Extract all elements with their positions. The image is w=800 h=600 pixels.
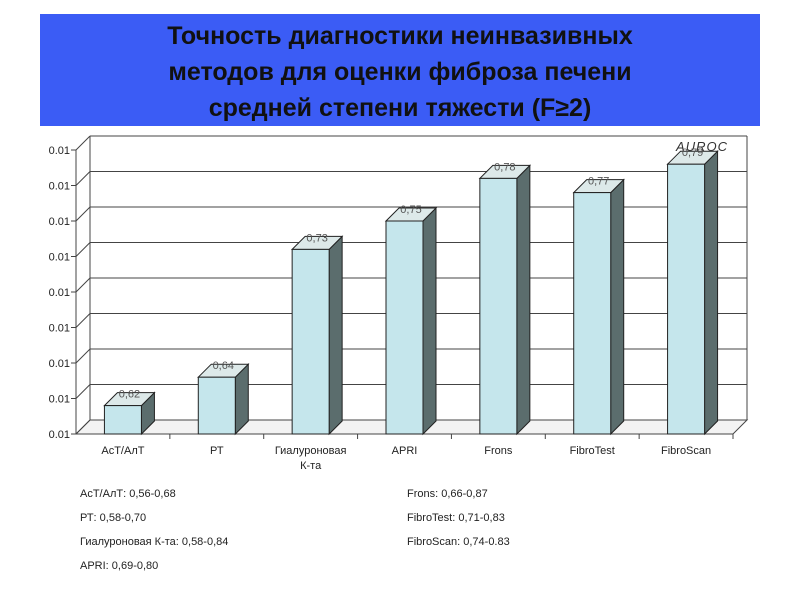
data-label: 0,64 [213, 360, 234, 372]
x-tick-label: FibroTest [570, 445, 615, 457]
bar-side [516, 164, 531, 436]
x-tick-label: АсТ/АлТ [101, 445, 144, 457]
slide-title: Точность диагностики неинвазивных методо… [167, 22, 633, 122]
bar-side [704, 149, 719, 436]
bar [667, 163, 706, 435]
range-item: FibroTest: 0,71-0,83 [407, 512, 505, 524]
bar-side [422, 206, 437, 436]
x-tick-label: Гиалуроновая [275, 445, 347, 457]
data-label: 0,79 [682, 147, 703, 159]
gridline-diagonal [75, 313, 91, 328]
gridline-diagonal [75, 277, 91, 293]
range-item: FibroScan: 0,74-0.83 [407, 536, 510, 548]
gridline-diagonal [75, 348, 91, 364]
data-label: 0,78 [494, 161, 515, 173]
data-label: 0,62 [119, 389, 140, 401]
range-item: Frons: 0,66-0,87 [407, 488, 488, 500]
data-label: 0,77 [588, 176, 609, 188]
y-tick-label: 0.01 [49, 358, 70, 370]
bar [385, 220, 424, 435]
y-tick-label: 0.01 [49, 429, 70, 441]
data-label: 0,73 [306, 232, 327, 244]
y-tick-label: 0.01 [49, 287, 70, 299]
ranges-left-column: АсТ/АлТ: 0,56-0,68 РТ: 0,58-0,70 Гиалуроно… [80, 487, 228, 583]
y-tick-label: 0.01 [49, 181, 70, 193]
x-tick-label: FibroScan [661, 445, 711, 457]
gridline-diagonal [75, 384, 91, 399]
data-label: 0,75 [400, 204, 421, 216]
gridline-diagonal [75, 171, 91, 186]
x-tick-label: К-та [300, 460, 322, 472]
bar [197, 376, 236, 435]
gridline-diagonal [75, 206, 91, 222]
bar [103, 405, 142, 435]
auroc-annotation: AUROC [675, 139, 728, 154]
y-tick-label: 0.01 [49, 216, 70, 228]
chart-svg: 0.01 0.01 0.01 0.01 0.01 0.01 0.01 0.01 0.01 AURO… [49, 135, 749, 472]
x-tick-label: APRI [392, 445, 418, 457]
title-banner [40, 14, 760, 126]
gridline-diagonal [75, 242, 91, 257]
bar-side [328, 235, 343, 436]
range-item: APRI: 0,69-0,80 [80, 560, 159, 572]
bar [479, 177, 518, 435]
bar-side [610, 178, 625, 436]
ranges-right-column: Frons: 0,66-0,87 FibroTest: 0,71-0,83 Fibr… [407, 487, 510, 559]
x-tick-label: РТ [210, 445, 224, 457]
y-tick-label: 0.01 [49, 394, 70, 406]
bar [291, 248, 330, 435]
y-tick-label: 0.01 [49, 145, 70, 157]
y-tick-label: 0.01 [49, 323, 70, 335]
gridline-diagonal [75, 419, 91, 435]
gridline-diagonal [75, 135, 91, 151]
auroc-bar-chart: 0.01 0.01 0.01 0.01 0.01 0.01 0.01 0.01 0.01 AURO… [0, 130, 800, 480]
x-tick-label: Frons [484, 445, 513, 457]
range-item: РТ: 0,58-0,70 [80, 512, 147, 524]
range-item: Гиалуроновая К-та: 0,58-0,84 [80, 536, 229, 548]
bar [573, 192, 612, 435]
y-tick-label: 0.01 [49, 252, 70, 264]
range-item: АсТ/АлТ: 0,56-0,68 [80, 488, 176, 500]
